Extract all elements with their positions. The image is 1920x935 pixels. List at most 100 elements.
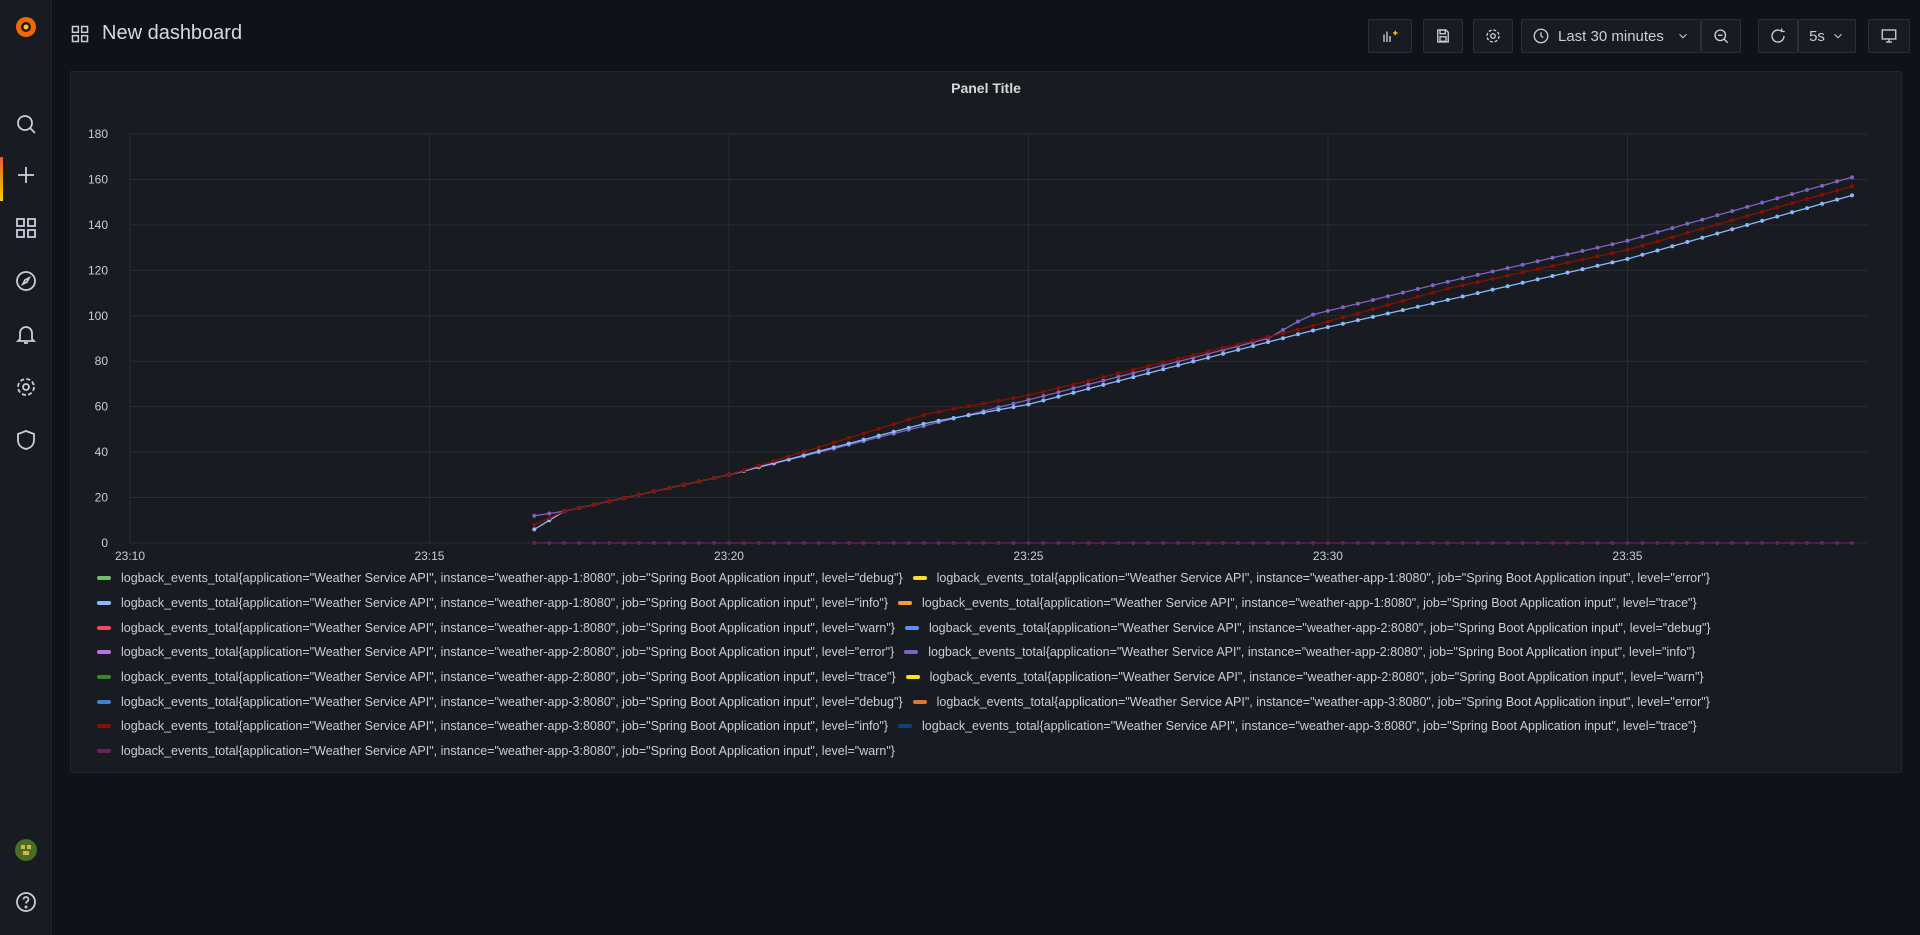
explore-icon[interactable] bbox=[0, 259, 52, 303]
data-point bbox=[1206, 541, 1211, 545]
legend-item[interactable]: logback_events_total{application="Weathe… bbox=[97, 596, 888, 610]
time-series-chart[interactable]: 0 20 40 60 80 100 120 140 160 180 23:10 23:15 23:20 2… bbox=[71, 72, 1903, 562]
data-point bbox=[1820, 541, 1825, 545]
grafana-logo-icon[interactable] bbox=[0, 5, 52, 49]
data-point bbox=[1131, 367, 1136, 372]
data-point bbox=[1460, 541, 1465, 545]
legend-item[interactable]: logback_events_total{application="Weathe… bbox=[97, 719, 888, 733]
data-point bbox=[1385, 294, 1390, 299]
plus-icon[interactable] bbox=[0, 153, 52, 201]
legend-row: logback_events_total{application="Weathe… bbox=[97, 665, 1897, 690]
legend-item[interactable]: logback_events_total{application="Weathe… bbox=[97, 645, 894, 659]
save-icon bbox=[1437, 29, 1449, 43]
data-point bbox=[1206, 355, 1211, 360]
bell-icon[interactable] bbox=[0, 312, 52, 356]
legend-item[interactable]: logback_events_total{application="Weathe… bbox=[97, 744, 895, 758]
data-point bbox=[1325, 325, 1330, 330]
dashboards-icon[interactable] bbox=[0, 206, 52, 250]
data-point bbox=[831, 445, 836, 450]
dashboard-title[interactable]: New dashboard bbox=[70, 22, 242, 45]
data-point bbox=[1520, 262, 1525, 267]
monitor-icon bbox=[1881, 29, 1897, 43]
legend-swatch bbox=[97, 625, 111, 630]
page-title[interactable]: New dashboard bbox=[102, 22, 243, 44]
legend-row: logback_events_total{application="Weathe… bbox=[97, 714, 1897, 739]
data-point bbox=[1520, 270, 1525, 275]
legend-item[interactable]: logback_events_total{application="Weathe… bbox=[97, 695, 903, 709]
avatar[interactable] bbox=[0, 828, 52, 872]
legend-item[interactable]: logback_events_total{application="Weathe… bbox=[905, 670, 1704, 684]
data-point bbox=[1790, 210, 1795, 215]
data-point bbox=[1475, 291, 1480, 296]
gear-icon bbox=[1486, 29, 1500, 43]
data-point bbox=[996, 407, 1001, 412]
data-point bbox=[1430, 283, 1435, 288]
data-point bbox=[1535, 277, 1540, 282]
data-point bbox=[1520, 280, 1525, 285]
data-point bbox=[1625, 238, 1630, 243]
data-point bbox=[786, 541, 791, 545]
legend-item[interactable]: logback_events_total{application="Weathe… bbox=[912, 571, 1710, 585]
legend-item[interactable]: logback_events_total{application="Weathe… bbox=[912, 695, 1710, 709]
data-point bbox=[921, 421, 926, 426]
data-point bbox=[936, 541, 941, 545]
legend-item[interactable]: logback_events_total{application="Weathe… bbox=[904, 621, 1711, 635]
graph-panel[interactable]: Panel Title 0 20 40 60 80 100 120 140 160 180 23:1… bbox=[70, 71, 1902, 773]
legend-swatch bbox=[904, 650, 919, 655]
data-point bbox=[1595, 245, 1600, 250]
data-point bbox=[786, 454, 791, 459]
data-point bbox=[1775, 205, 1780, 210]
search-icon[interactable] bbox=[0, 102, 52, 146]
data-point bbox=[727, 472, 731, 477]
data-point bbox=[1790, 192, 1795, 197]
clock-icon bbox=[1533, 28, 1549, 44]
data-point bbox=[786, 457, 791, 462]
data-point bbox=[951, 406, 956, 411]
legend-item[interactable]: logback_events_total{application="Weathe… bbox=[97, 571, 903, 585]
add-panel-button[interactable] bbox=[1368, 19, 1412, 53]
legend-item[interactable]: logback_events_total{application="Weathe… bbox=[97, 621, 895, 635]
data-point bbox=[1176, 363, 1181, 368]
legend-item[interactable]: logback_events_total{application="Weathe… bbox=[898, 719, 1697, 733]
legend-item[interactable]: logback_events_total{application="Weathe… bbox=[898, 596, 1697, 610]
help-icon[interactable] bbox=[0, 880, 52, 924]
data-point bbox=[1400, 541, 1405, 545]
y-tick-label: 60 bbox=[95, 400, 109, 414]
data-point bbox=[1745, 214, 1750, 218]
data-point bbox=[936, 418, 941, 423]
tv-mode-button[interactable] bbox=[1868, 19, 1910, 53]
refresh-interval-picker[interactable]: 5s bbox=[1798, 19, 1856, 53]
shield-icon[interactable] bbox=[0, 418, 52, 462]
data-point bbox=[1071, 382, 1076, 387]
gear-icon[interactable] bbox=[0, 365, 52, 409]
zoom-out-button[interactable] bbox=[1701, 19, 1741, 53]
save-dashboard-button[interactable] bbox=[1423, 19, 1463, 53]
data-point bbox=[846, 441, 851, 446]
data-point bbox=[1550, 255, 1555, 260]
panel-title[interactable]: Panel Title bbox=[951, 80, 1021, 96]
dashboard-settings-button[interactable] bbox=[1473, 19, 1513, 53]
data-point bbox=[577, 541, 582, 545]
data-point bbox=[1131, 541, 1136, 545]
data-point bbox=[1086, 378, 1091, 383]
data-point bbox=[1355, 541, 1360, 545]
time-picker-button[interactable]: Last 30 minutes bbox=[1521, 19, 1701, 53]
data-point bbox=[951, 541, 956, 545]
data-point bbox=[1340, 305, 1345, 310]
data-point bbox=[876, 433, 881, 438]
data-point bbox=[996, 398, 1001, 403]
refresh-button[interactable] bbox=[1758, 19, 1798, 53]
data-point bbox=[1505, 541, 1510, 545]
data-point bbox=[981, 401, 986, 406]
data-point bbox=[1655, 248, 1660, 253]
data-point bbox=[891, 541, 896, 545]
data-point bbox=[1640, 243, 1645, 248]
data-point bbox=[1535, 267, 1540, 272]
data-point bbox=[1101, 541, 1106, 545]
legend-item[interactable]: logback_events_total{application="Weathe… bbox=[904, 645, 1695, 659]
data-point bbox=[1595, 541, 1600, 545]
legend-row: logback_events_total{application="Weathe… bbox=[97, 689, 1897, 714]
data-point bbox=[1820, 201, 1825, 206]
data-point bbox=[1805, 197, 1810, 201]
legend-item[interactable]: logback_events_total{application="Weathe… bbox=[97, 670, 896, 684]
